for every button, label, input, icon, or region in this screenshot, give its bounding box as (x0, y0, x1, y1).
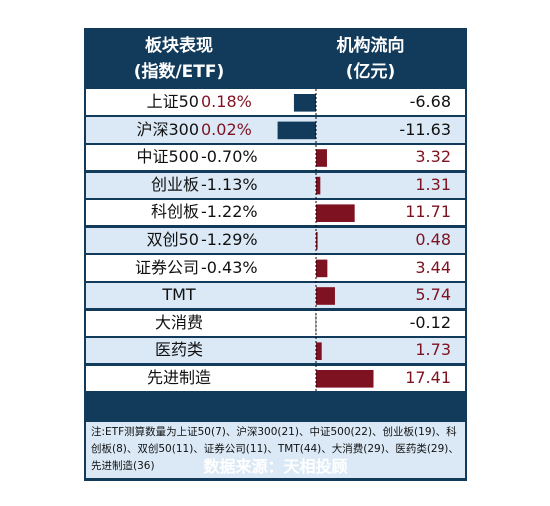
flow-bar (316, 176, 321, 195)
row-divider (86, 226, 465, 228)
flow-header: 机构流向 (亿元) (274, 33, 467, 85)
table-row: 医药类 1.73 (86, 337, 465, 364)
performance-header: 板块表现 (指数/ETF) (84, 33, 274, 85)
flow-value: 0.48 (415, 230, 451, 249)
flow-value: 11.71 (405, 202, 451, 222)
flow-value: 17.41 (405, 368, 451, 387)
data-source: 数据来源：天相投顾 (203, 457, 348, 476)
table-row: 双创50 -1.29% 0.48 (86, 227, 465, 253)
table-row: 先进制造 17.41 (86, 365, 465, 391)
table-row: 创业板 -1.13% 1.31 (86, 171, 465, 198)
flow-bar (316, 204, 355, 222)
row-divider (86, 143, 465, 145)
sector-name: 创业板 (150, 174, 199, 194)
sector-performance: -0.43% (201, 257, 258, 277)
flow-bar (315, 314, 317, 333)
row-divider (86, 281, 465, 283)
flow-bar (316, 370, 374, 388)
flow-bar (277, 121, 316, 140)
flow-value: -0.12 (409, 312, 451, 332)
row-divider (86, 309, 465, 311)
flow-bar-chart (277, 89, 374, 393)
sector-performance: 0.02% (201, 119, 252, 139)
performance-header-title: 板块表现 (145, 36, 213, 56)
row-divider (86, 171, 465, 173)
flow-value: 1.31 (415, 174, 451, 194)
sector-name: 双创50 (146, 230, 199, 249)
sector-performance: -0.70% (201, 147, 258, 167)
sector-name: 沪深300 (136, 119, 199, 139)
flow-value: 3.44 (415, 257, 451, 277)
flow-bar (316, 149, 327, 167)
table-row: 科创板 -1.22% 11.71 (86, 199, 465, 226)
flow-table-card: 板块表现 (指数/ETF) 机构流向 (亿元) 上证50 0.18% -6.68 沪深… (84, 28, 467, 481)
flow-value: -11.63 (399, 119, 451, 139)
sector-name: 中证500 (136, 147, 199, 167)
row-divider (86, 336, 465, 339)
flow-bar (316, 232, 318, 250)
table-row: 证券公司 -0.43% 3.44 (86, 254, 465, 281)
table-row: 大消费 -0.12 (86, 309, 465, 336)
sector-performance: -1.13% (201, 174, 258, 194)
flow-bar (316, 287, 335, 305)
sector-name: 医药类 (154, 340, 203, 360)
row-divider (86, 198, 465, 201)
performance-header-subtitle: (指数/ETF) (133, 62, 225, 82)
sector-performance: -1.29% (201, 230, 258, 249)
table-row: 中证500 -0.70% 3.32 (86, 144, 465, 171)
etf-count-note: 注:ETF测算数量为上证50(7)、沪深300(21)、中证500(22)、创业… (86, 422, 465, 478)
sector-name: 证券公司 (134, 257, 199, 277)
flow-value: 3.32 (415, 147, 451, 167)
flow-bar (316, 259, 328, 278)
flow-value: 1.73 (415, 340, 451, 360)
table-row: 沪深300 0.02% -11.63 (86, 116, 465, 143)
row-divider (86, 253, 465, 256)
sector-name: 科创板 (150, 202, 199, 222)
flow-header-title: 机构流向 (336, 36, 405, 56)
flow-value: -6.68 (409, 92, 451, 111)
flow-header-unit: (亿元) (345, 62, 396, 82)
row-divider (86, 115, 465, 118)
sector-performance: -1.22% (201, 202, 258, 222)
sector-name: 先进制造 (146, 368, 211, 387)
flow-value: 5.74 (415, 285, 451, 305)
row-divider (86, 364, 465, 366)
table-row: TMT 5.74 (86, 282, 465, 309)
flow-bar (316, 342, 322, 360)
flow-bar (293, 94, 316, 112)
table-row: 上证50 0.18% -6.68 (86, 89, 465, 115)
sector-name: 上证50 (146, 92, 199, 111)
sector-name: TMT (162, 285, 196, 305)
sector-performance: 0.18% (201, 92, 252, 111)
sector-name: 大消费 (154, 312, 203, 332)
